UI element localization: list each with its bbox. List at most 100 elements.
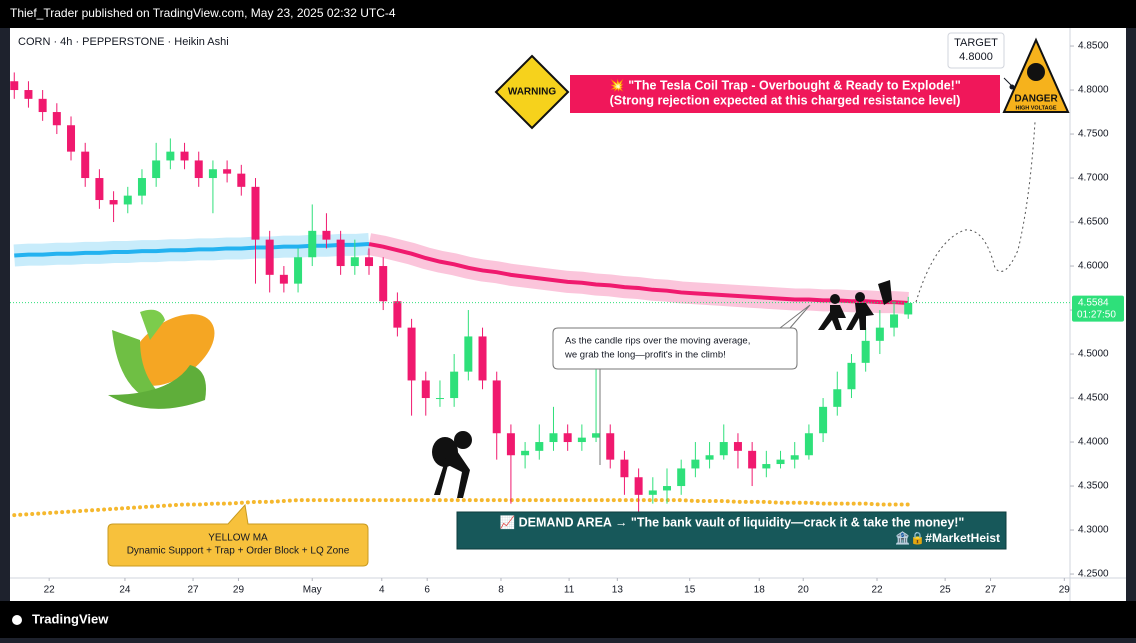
candle-body xyxy=(194,160,203,179)
danger-text: DANGER xyxy=(1014,94,1058,105)
candle-body xyxy=(336,239,345,267)
warning-text: WARNING xyxy=(508,87,557,98)
robbers-icon xyxy=(818,280,892,330)
candle-body xyxy=(237,173,246,187)
x-tick-label: 22 xyxy=(871,585,883,596)
target-title: TARGET xyxy=(954,37,998,49)
danger-skull xyxy=(1027,63,1045,81)
last-price-label: 4.5584 xyxy=(1078,297,1109,308)
corn-icon xyxy=(108,309,215,409)
candle-body xyxy=(506,433,515,456)
callout-text: Dynamic Support + Trap + Order Block + L… xyxy=(127,546,350,557)
brand-logo xyxy=(12,615,22,625)
candle-body xyxy=(620,459,629,478)
x-tick-label: May xyxy=(303,585,322,596)
y-tick-label: 4.8500 xyxy=(1078,41,1109,52)
candle-body xyxy=(804,433,813,456)
y-tick-label: 4.3500 xyxy=(1078,481,1109,492)
target-box xyxy=(947,32,1005,69)
candle-body xyxy=(634,477,643,495)
candle-body xyxy=(24,90,33,99)
candle-body xyxy=(52,112,61,126)
candle-body xyxy=(890,314,899,328)
bubble-line: we grab the long—profit's in the climb! xyxy=(564,350,726,361)
candle-body xyxy=(435,398,444,400)
x-tick-label: 27 xyxy=(985,585,997,596)
candle-body xyxy=(733,442,742,451)
candle-body xyxy=(152,160,161,179)
candle-body xyxy=(279,274,288,284)
candle-body xyxy=(719,442,728,456)
demand-box xyxy=(456,511,1007,550)
y-tick-label: 4.5000 xyxy=(1078,349,1109,360)
countdown: 01:27:50 xyxy=(1077,309,1116,320)
candle-body xyxy=(265,239,274,275)
candle-body xyxy=(833,389,842,407)
y-tick-label: 4.2500 xyxy=(1078,569,1109,580)
candle-body xyxy=(166,151,175,161)
candle-body xyxy=(81,151,90,179)
candle-body xyxy=(109,200,118,205)
candle-body xyxy=(748,450,757,469)
y-tick-label: 4.7000 xyxy=(1078,173,1109,184)
callout-title: YELLOW MA xyxy=(208,533,268,544)
y-tick-label: 4.6500 xyxy=(1078,217,1109,228)
candle-body xyxy=(677,468,686,487)
candle-body xyxy=(549,433,558,443)
candle-body xyxy=(648,490,657,495)
candle-body xyxy=(478,336,487,381)
warning-sign xyxy=(494,54,570,130)
candle-body xyxy=(663,486,672,491)
y-tick-label: 4.7500 xyxy=(1078,129,1109,140)
candle-body xyxy=(67,125,76,152)
x-tick-label: 29 xyxy=(1059,585,1071,596)
danger-sub: HIGH VOLTAGE xyxy=(1015,105,1056,111)
demand-line: 🏦🔒#MarketHeist xyxy=(895,531,1000,545)
bubble-line: As the candle rips over the moving avera… xyxy=(565,336,750,347)
y-tick-label: 4.6000 xyxy=(1078,261,1109,272)
candle-body xyxy=(10,81,19,91)
ma-line xyxy=(368,242,909,305)
candle-body xyxy=(350,257,359,267)
candle-body xyxy=(322,230,331,240)
demand-line: 📈 DEMAND AREA → "The bank vault of liqui… xyxy=(500,514,965,529)
candle-body xyxy=(861,340,870,363)
candle-body xyxy=(208,169,217,179)
candle-body xyxy=(308,230,317,258)
header-bar xyxy=(0,0,1136,28)
candle-body xyxy=(705,455,714,460)
candle-body xyxy=(521,450,530,456)
candle-body xyxy=(223,169,232,174)
ma-line xyxy=(12,498,911,518)
x-tick-label: 20 xyxy=(798,585,810,596)
x-tick-label: 18 xyxy=(754,585,766,596)
brand: TradingView xyxy=(32,611,109,626)
yellow-callout xyxy=(107,503,369,567)
thief-icon xyxy=(432,431,472,498)
x-tick-label: 11 xyxy=(564,585,575,596)
publisher: Thief_Trader published on TradingView.co… xyxy=(10,6,396,20)
candle-body xyxy=(563,433,572,443)
candle-body xyxy=(847,362,856,390)
symbol-title: CORN · 4h · PEPPERSTONE · Heikin Ashi xyxy=(18,36,229,48)
candle-body xyxy=(606,433,615,460)
candle-body xyxy=(492,380,501,434)
target-pointer xyxy=(1003,77,1013,87)
candle-body xyxy=(776,459,785,465)
banner-line: (Strong rejection expected at this charg… xyxy=(610,93,961,107)
x-tick-label: 27 xyxy=(187,585,199,596)
y-tick-label: 4.3000 xyxy=(1078,525,1109,536)
x-tick-label: 24 xyxy=(119,585,131,596)
candle-body xyxy=(790,455,799,460)
candle-body xyxy=(577,437,586,443)
x-tick-label: 25 xyxy=(940,585,952,596)
plot: 4.8500 4.8000 4.7500 4.7000 4.6500 4.6000 4.55… xyxy=(10,41,1124,596)
x-tick-label: 15 xyxy=(684,585,696,596)
candle-body xyxy=(294,257,303,284)
y-tick-label: 4.8000 xyxy=(1078,85,1109,96)
annotations: TARGET 4.8000 WARNING 💥 "The Tesla Coil … xyxy=(107,32,1070,567)
candle-body xyxy=(393,301,402,328)
candle-body xyxy=(407,327,416,381)
candle-body xyxy=(123,195,132,205)
